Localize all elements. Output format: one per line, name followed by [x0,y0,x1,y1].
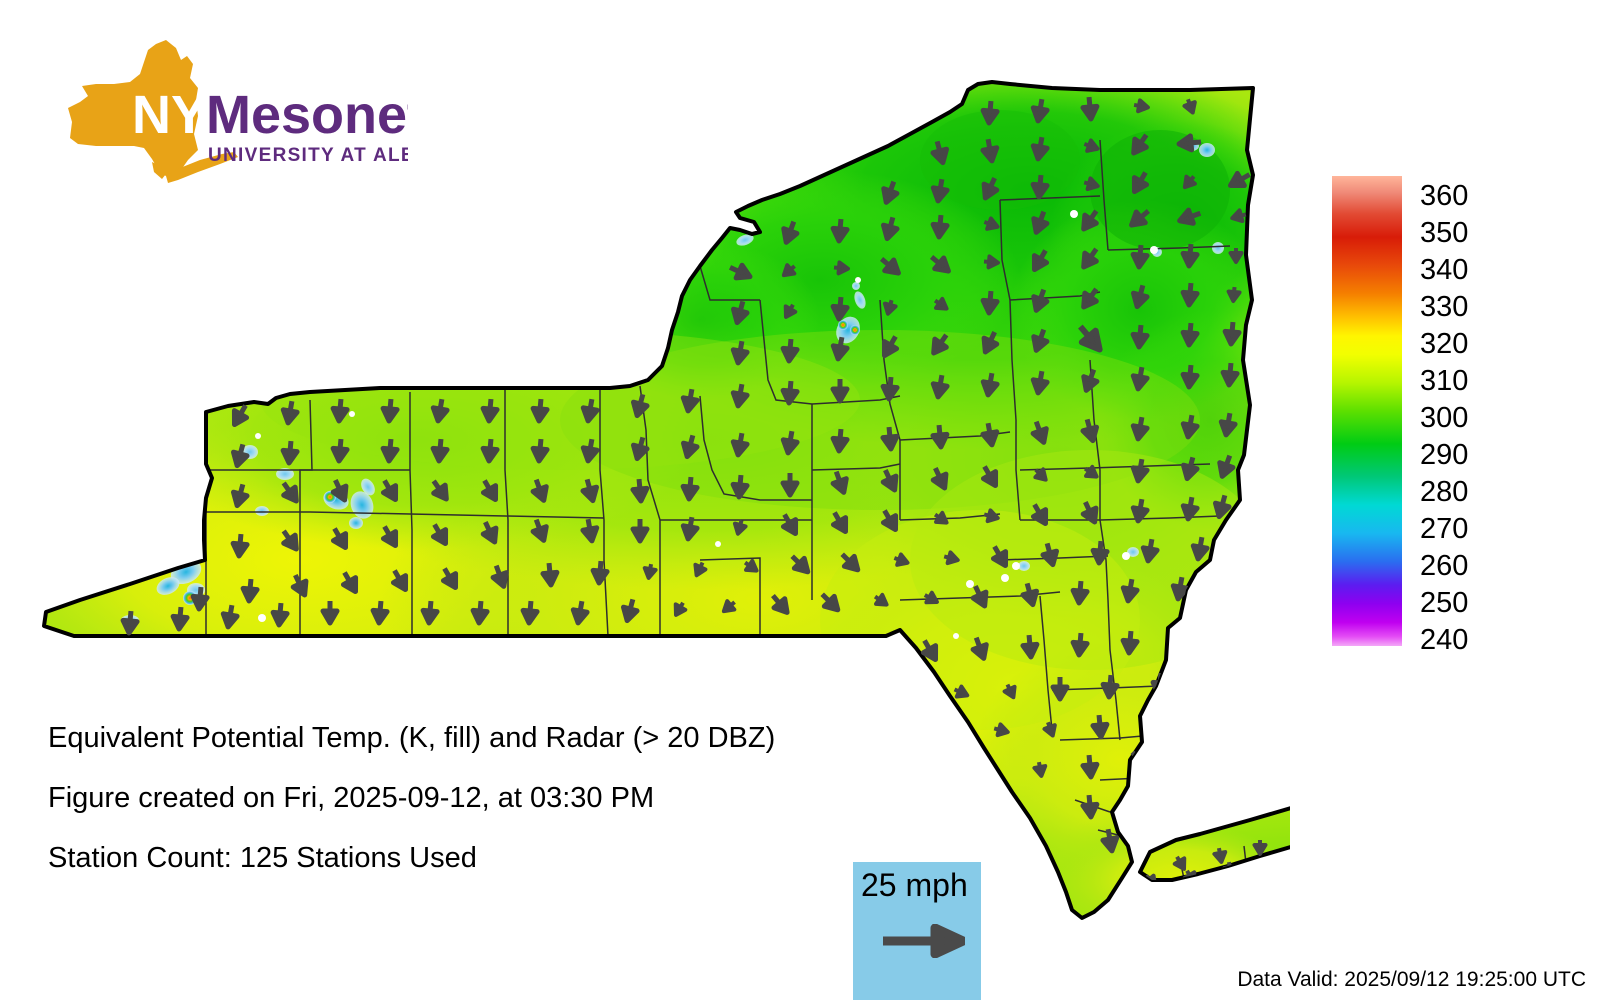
logo-text-nys: NYS [132,85,243,145]
colorbar-tick: 350 [1420,217,1469,249]
colorbar-tick-labels: 360 350 340 330 320 310 300 290 280 270 … [1420,176,1570,655]
colorbar-gradient [1332,176,1402,646]
logo-text-mesonet: Mesonet [206,85,408,145]
nys-mesonet-logo: NYS Mesonet UNIVERSITY AT ALBANY [48,38,408,188]
colorbar-tick: 260 [1420,550,1469,582]
wind-speed-key: 25 mph [853,862,981,1000]
wind-key-label: 25 mph [861,867,968,903]
wind-arrow-icon [883,924,965,958]
colorbar-tick: 360 [1420,180,1469,212]
colorbar-tick: 290 [1420,439,1469,471]
colorbar: 360 350 340 330 320 310 300 290 280 270 … [1332,176,1582,656]
colorbar-tick: 330 [1420,291,1469,323]
colorbar-tick: 340 [1420,254,1469,286]
figure-title: Equivalent Potential Temp. (K, fill) and… [48,722,776,754]
colorbar-tick: 270 [1420,513,1469,545]
colorbar-tick: 310 [1420,365,1469,397]
colorbar-tick: 320 [1420,328,1469,360]
station-count-label: Station Count: 125 Stations Used [48,842,477,874]
colorbar-tick: 250 [1420,587,1469,619]
theta-e-fill-layer [44,82,1290,918]
map-panel [42,80,1290,920]
figure-created-timestamp: Figure created on Fri, 2025-09-12, at 03… [48,782,655,814]
data-valid-timestamp: Data Valid: 2025/09/12 19:25:00 UTC [1237,968,1586,991]
radar-echo-layer [121,141,1224,625]
colorbar-tick: 280 [1420,476,1469,508]
new-york-state-map [42,80,1290,920]
colorbar-tick: 300 [1420,402,1469,434]
logo-text-university: UNIVERSITY AT ALBANY [208,145,408,166]
logo-svg: NYS Mesonet UNIVERSITY AT ALBANY [68,40,408,183]
colorbar-tick: 240 [1420,624,1469,656]
logo-state-shape-icon [68,40,238,183]
